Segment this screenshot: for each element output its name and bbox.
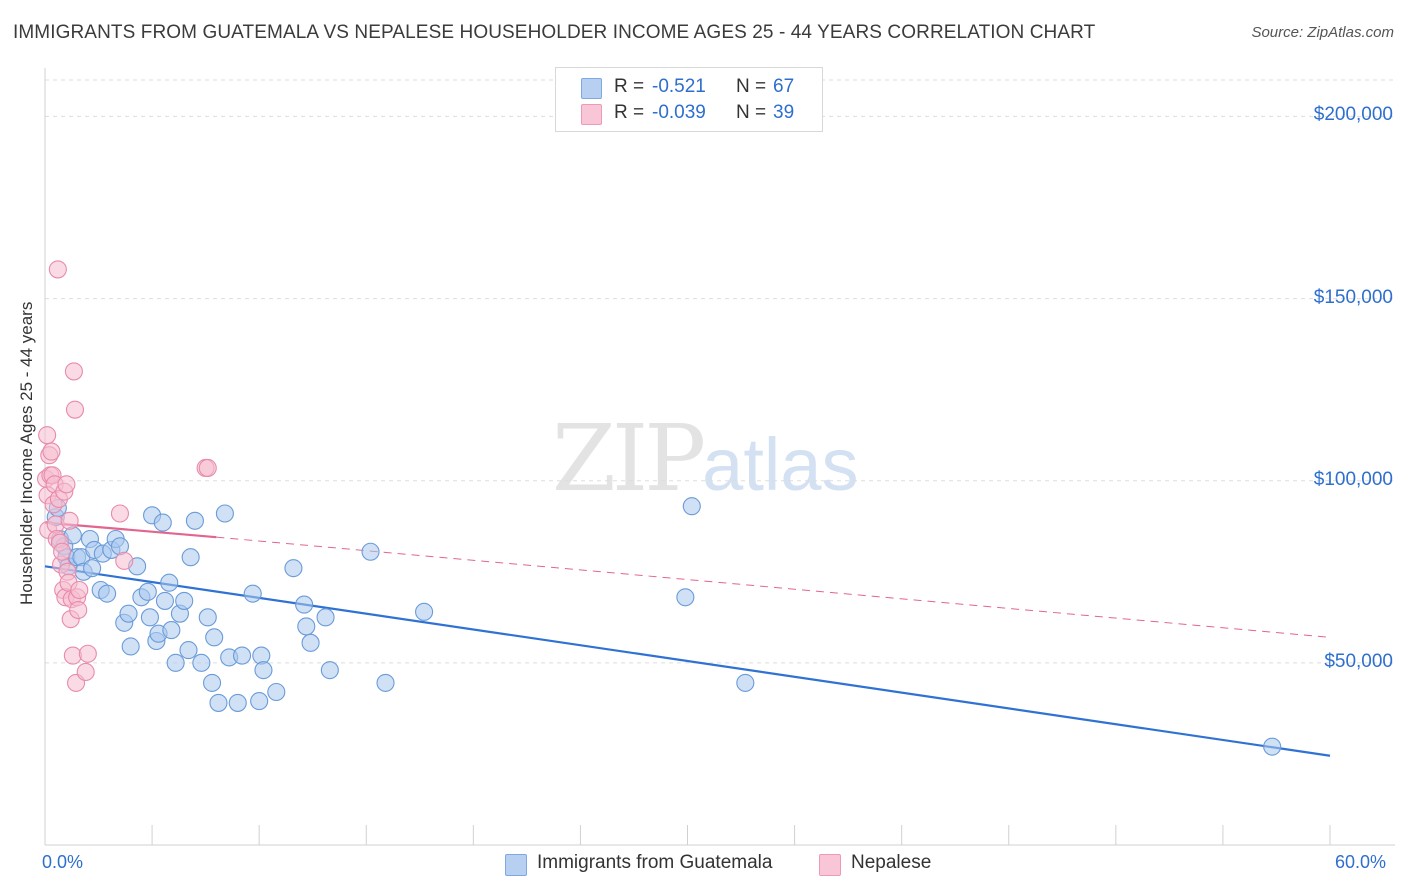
point-guatemala [175, 591, 194, 610]
point-guatemala [301, 633, 320, 652]
y-tick-label: $200,000 [1313, 104, 1393, 126]
point-nepalese [42, 442, 61, 461]
bottom-legend-label-nepalese: Nepalese [851, 852, 932, 873]
trend-line-nepalese-dashed [216, 536, 1331, 638]
trend-lines [44, 521, 1331, 757]
point-nepalese [53, 542, 72, 561]
bottom-legend-label-guatemala: Immigrants from Guatemala [537, 852, 773, 873]
legend-swatch-nepalese [581, 104, 602, 125]
point-guatemala [140, 608, 159, 627]
point-guatemala [185, 511, 204, 530]
point-nepalese [38, 426, 57, 445]
point-guatemala [297, 617, 316, 636]
point-guatemala [254, 661, 273, 680]
correlation-legend: R = -0.521 N = 67 R = -0.039 N = 39 [555, 67, 823, 132]
point-guatemala [376, 673, 395, 692]
grid-lines [45, 79, 1395, 664]
point-guatemala [160, 573, 179, 592]
point-guatemala [155, 591, 174, 610]
point-nepalese [78, 644, 97, 663]
point-nepalese [198, 458, 217, 478]
y-tick-label: $100,000 [1313, 468, 1393, 490]
point-nepalese [110, 504, 130, 523]
point-guatemala [215, 504, 234, 523]
point-nepalese [48, 260, 67, 279]
point-guatemala [316, 608, 335, 627]
point-guatemala [250, 692, 269, 711]
chart-title: IMMIGRANTS FROM GUATEMALA VS NEPALESE HO… [13, 22, 1096, 43]
point-guatemala [361, 542, 380, 561]
point-guatemala [209, 693, 228, 712]
legend-swatch-guatemala [581, 78, 602, 99]
point-guatemala [121, 637, 140, 656]
y-tick-label: $150,000 [1313, 286, 1393, 308]
legend-r-value: -0.521 [652, 76, 706, 97]
point-guatemala [153, 513, 172, 532]
point-guatemala [119, 604, 138, 623]
y-tick-label: $50,000 [1324, 650, 1393, 672]
point-guatemala [243, 584, 262, 603]
point-guatemala [415, 602, 434, 621]
point-guatemala [83, 559, 102, 578]
legend-n-value: 39 [773, 102, 795, 123]
x-tick-label-max: 60.0% [1335, 852, 1387, 872]
point-guatemala [232, 646, 252, 665]
point-guatemala [228, 693, 247, 712]
point-guatemala [203, 673, 222, 692]
point-guatemala [181, 548, 200, 567]
point-guatemala [166, 653, 185, 672]
point-guatemala [320, 661, 339, 680]
y-axis-label: Householder Income Ages 25 - 44 years [17, 301, 36, 605]
point-nepalese [65, 400, 85, 419]
point-guatemala [192, 653, 211, 672]
point-guatemala [682, 497, 701, 516]
point-guatemala [205, 628, 224, 647]
point-guatemala [295, 595, 314, 614]
point-guatemala [284, 559, 303, 578]
point-guatemala [736, 673, 755, 692]
point-nepalese [115, 551, 134, 570]
point-guatemala [676, 588, 695, 607]
point-guatemala [179, 641, 198, 660]
point-guatemala [162, 621, 181, 640]
point-guatemala [1263, 737, 1282, 756]
legend-n-label: N = [736, 102, 767, 123]
x-tick-label-min: 0.0% [42, 852, 84, 872]
data-points [37, 260, 1282, 756]
point-guatemala [267, 682, 286, 702]
point-guatemala [198, 608, 217, 627]
point-guatemala [138, 582, 157, 601]
legend-r-label: R = [614, 76, 645, 97]
point-nepalese [76, 662, 95, 682]
legend-n-label: N = [736, 76, 767, 97]
bottom-legend-swatch-guatemala [505, 854, 527, 876]
point-nepalese [64, 362, 83, 381]
point-nepalese [69, 600, 88, 620]
axes [44, 68, 1395, 846]
point-nepalese [70, 580, 89, 600]
legend-n-value: 67 [773, 76, 795, 97]
point-nepalese [63, 646, 82, 665]
point-nepalese [60, 511, 79, 530]
legend-r-label: R = [614, 102, 645, 123]
legend-r-value: -0.039 [652, 102, 706, 123]
point-nepalese [57, 475, 76, 494]
point-guatemala [98, 584, 117, 603]
source-credit: Source: ZipAtlas.com [1251, 24, 1394, 41]
bottom-legend-swatch-nepalese [819, 854, 841, 876]
